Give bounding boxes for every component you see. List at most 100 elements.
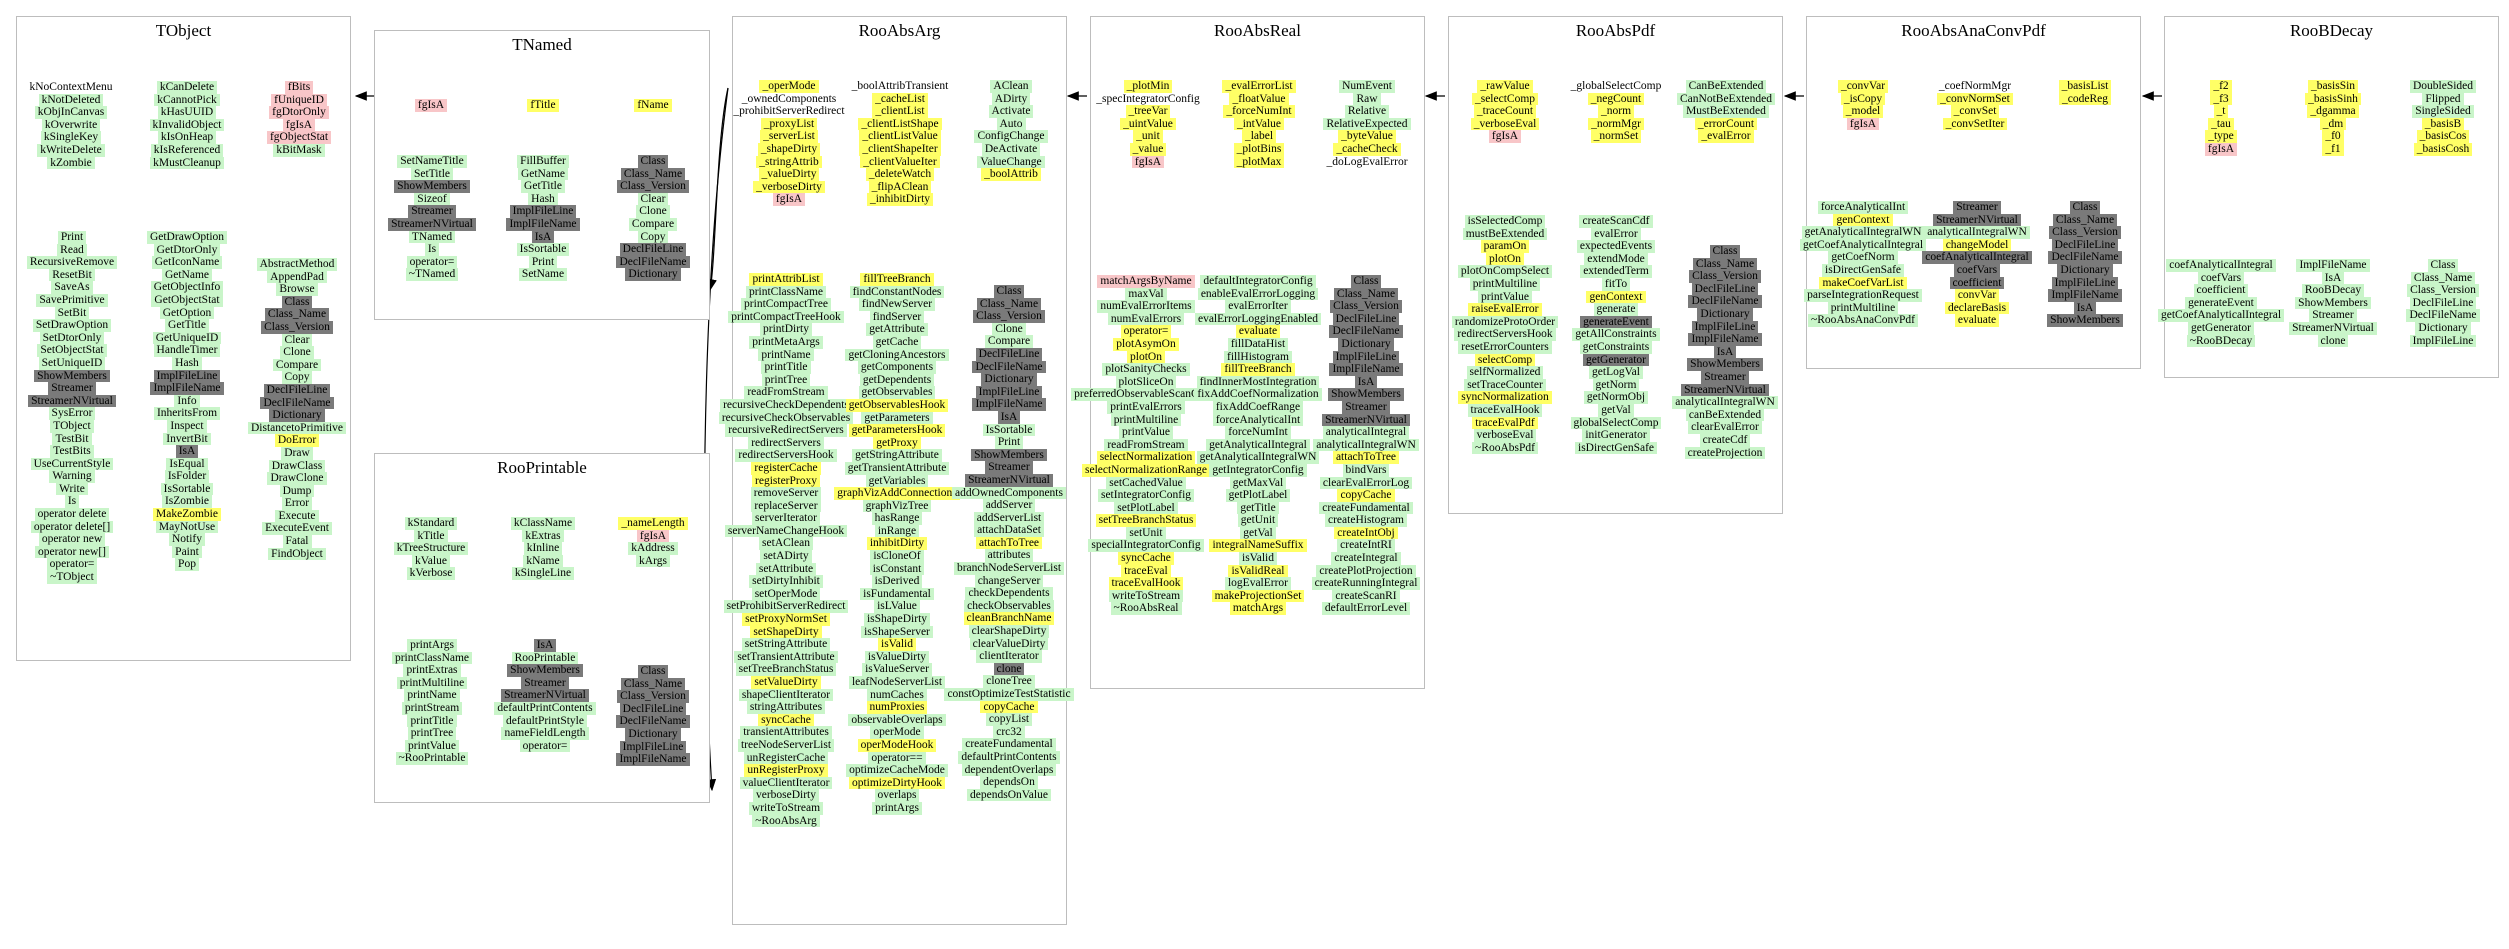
member-column: Streamer StreamerNVirtual analyticalIntegr… (1919, 201, 2035, 327)
member-item: SetBit (54, 306, 90, 320)
member-item: _f2 (2210, 80, 2232, 93)
member-item: createIntRI (1337, 539, 1395, 553)
member-item: MakeZombie (153, 508, 221, 521)
member-item: coefficient (1949, 276, 2005, 290)
member-item: extendedTerm (1580, 265, 1652, 278)
member-item: Class_Name (1692, 257, 1758, 271)
member-item: printValue (405, 739, 459, 753)
member-item: _selectComp (1471, 92, 1539, 106)
member-item: dependsOnValue (967, 788, 1051, 802)
member-item: plotSliceOn (1115, 375, 1177, 389)
member-item: operator== (868, 751, 926, 765)
member-item: _dgamma (2307, 105, 2359, 118)
member-item: kExtras (522, 529, 564, 543)
member-item: Flipped (2422, 92, 2464, 106)
member-item: setValueDirty (751, 676, 821, 689)
member-item: printTree (407, 727, 457, 740)
member-item: fgIsA (636, 529, 670, 543)
member-item: createRunningIntegral (1311, 577, 1421, 590)
member-item: TestBits (50, 445, 94, 458)
member-column: fTitle (491, 99, 595, 112)
member-item: getParameters (861, 411, 933, 425)
member-item: Class_Name (620, 167, 686, 181)
member-item: kIsReferenced (150, 143, 224, 157)
member-item: matchArgs (1229, 602, 1287, 616)
member-item: DeclFileName (616, 255, 690, 269)
member-item: AClean (990, 80, 1032, 93)
member-item: Class_Name (2052, 213, 2118, 227)
member-item: operator= (519, 739, 571, 753)
member-item: findServer (869, 310, 925, 324)
member-item: Clone (280, 346, 314, 359)
member-item: ~TNamed (405, 268, 459, 281)
member-item: dependentOverlaps (961, 763, 1057, 777)
member-item: copyCache (1337, 489, 1395, 502)
member-item: IsA (1713, 345, 1737, 359)
member-item: generateEvent (1580, 315, 1652, 329)
member-item: _serverList (760, 130, 818, 143)
member-item: SetUniqueID (38, 356, 106, 370)
member-item: traceEvalHook (1467, 403, 1543, 417)
member-item: _specIntegratorConfig (1096, 92, 1200, 105)
member-item: ImplFileName (150, 382, 224, 395)
member-item: printClassName (391, 651, 473, 665)
member-item: createScanRI (1332, 589, 1400, 603)
member-item: attributes (984, 549, 1034, 563)
member-item: fixAddCoefNormalization (1194, 388, 1322, 401)
member-item: Clear (637, 192, 669, 206)
member-item: ADirty (991, 92, 1031, 106)
member-item: DeActivate (981, 142, 1041, 156)
member-item: operator new (38, 533, 106, 546)
member-item: defaultPrintContents (494, 701, 596, 715)
member-item: shapeClientIterator (738, 688, 834, 702)
member-item: fgIsA (1846, 117, 1880, 131)
member-item: analyticalIntegral (1322, 426, 1410, 439)
member-column: GetDrawOption GetDtorOnly GetIconName GetNa… (135, 231, 239, 572)
member-column: kNoContextMenu kNotDeleted kObjInCanvas kOv… (19, 81, 123, 170)
member-item: plotSanityChecks (1102, 363, 1190, 376)
member-item: _basisB (2421, 117, 2465, 131)
member-item: isFundamental (860, 587, 934, 601)
member-item: ShowMembers (971, 448, 1047, 462)
member-item: kCannotPick (154, 93, 220, 107)
member-item: _doLogEvalError (1326, 155, 1408, 168)
member-item: getTransientAttribute (844, 461, 950, 475)
member-item: Streamer (985, 461, 1033, 474)
member-item: Print (57, 231, 87, 244)
member-item: coefVars (2197, 271, 2245, 285)
member-item: recursiveCheckObservables (718, 411, 854, 425)
member-item: operator delete[] (30, 520, 114, 534)
member-item: getConstraints (1579, 340, 1653, 354)
member-column: _basisSin _basisSinh _dgamma _dm _f0 _f1 (2281, 80, 2385, 156)
member-item: DeclFileName (1688, 295, 1762, 308)
member-item: findInnerMostIntegration (1196, 375, 1320, 389)
member-item: selectComp (1474, 353, 1536, 367)
member-item: setShapeDirty (750, 625, 822, 639)
member-item: _clientShapeIter (859, 142, 941, 156)
member-item: ShowMembers (2047, 314, 2123, 327)
member-item: getNorm (1592, 378, 1640, 392)
member-item: kTitle (414, 529, 448, 543)
member-column: _f2 _f3 _t _tau _type fgIsA (2169, 80, 2273, 156)
member-item: _clientList (872, 105, 928, 118)
member-item: observableOverlaps (848, 713, 946, 727)
member-item: SetTitle (410, 167, 453, 181)
member-item: printMultiline (396, 676, 468, 690)
member-item: Dictionary (2057, 263, 2113, 277)
member-item: defaultPrintContents (958, 750, 1060, 764)
member-item: selectNormalization (1096, 451, 1196, 464)
member-item: GetIconName (151, 256, 223, 269)
member-item: _deleteWatch (865, 168, 935, 181)
member-item: registerProxy (752, 474, 820, 488)
member-item: ImplFileLine (153, 369, 221, 383)
member-item: Class_Version (973, 310, 1045, 323)
member-column: kStandard kTitle kTreeStructure kValue kVerb… (379, 517, 483, 580)
member-item: attachDataSet (974, 524, 1044, 537)
member-item: HandleTimer (153, 344, 221, 357)
member-item: fgObjectStat (266, 131, 332, 144)
member-item: kSingleLine (511, 567, 575, 580)
member-item: Write (56, 482, 88, 496)
member-item: getParametersHook (848, 424, 946, 437)
member-item: GetObjectInfo (150, 281, 224, 294)
member-item: Info (174, 394, 200, 408)
